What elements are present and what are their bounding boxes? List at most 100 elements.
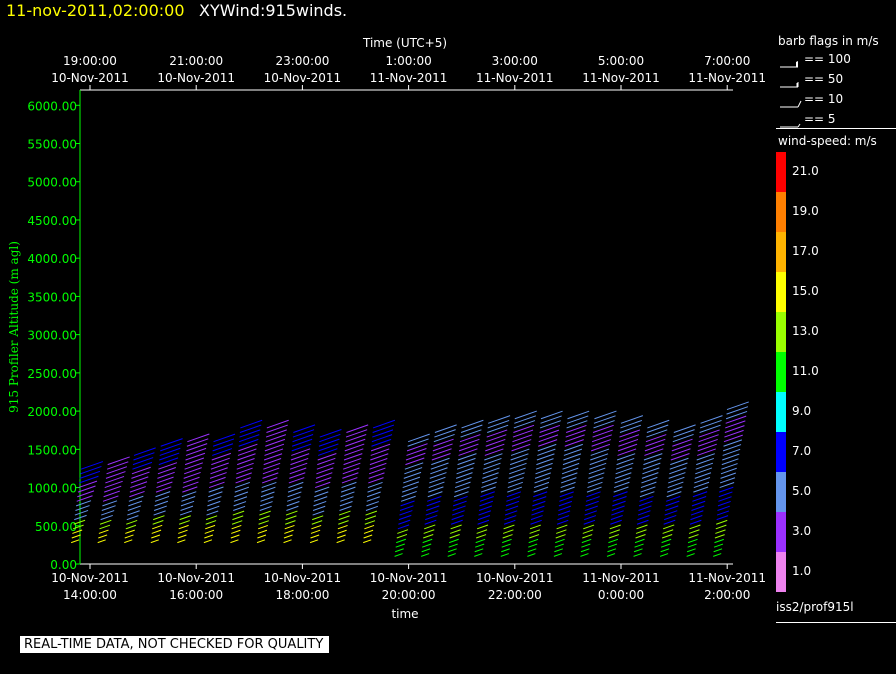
wind-barb — [369, 458, 388, 466]
barb-legend-row: == 5 — [776, 112, 894, 130]
wind-barb — [609, 529, 620, 534]
wind-barb — [237, 448, 257, 456]
wind-barb — [372, 429, 394, 438]
wind-barb — [560, 477, 577, 484]
top-tick-time-label: 3:00:00 — [492, 54, 538, 68]
wind-barb — [207, 496, 222, 502]
wind-barb — [232, 515, 244, 521]
wind-barb — [692, 491, 708, 498]
wind-barb — [131, 466, 151, 475]
wind-barb — [530, 519, 542, 525]
wind-barb — [511, 443, 531, 452]
wind-barb — [476, 534, 487, 539]
wind-barb — [448, 543, 458, 548]
wind-barb — [160, 442, 182, 452]
wind-barb — [293, 424, 316, 433]
speed-scale-label: 11.0 — [792, 364, 819, 378]
wind-barb — [527, 553, 536, 557]
wind-barb — [529, 534, 540, 539]
speed-color-swatch — [776, 272, 786, 312]
wind-barb — [456, 467, 474, 475]
wind-barb — [714, 538, 724, 544]
wind-barb — [557, 510, 571, 516]
wind-barb — [559, 496, 573, 502]
wind-barb — [644, 448, 664, 456]
wind-barb — [286, 501, 300, 507]
wind-barb — [423, 534, 434, 539]
wind-barb — [481, 477, 498, 484]
wind-barb — [80, 465, 102, 475]
wind-barb — [479, 496, 494, 502]
wind-barb — [507, 486, 523, 493]
wind-barb — [72, 529, 83, 534]
wind-barb — [346, 424, 369, 433]
wind-barb — [554, 548, 563, 553]
wind-barb — [206, 510, 219, 516]
wind-barb — [719, 477, 736, 484]
wind-barb — [643, 453, 663, 461]
wind-barb — [182, 486, 198, 493]
wind-barb — [591, 434, 612, 443]
wind-barb — [533, 491, 548, 498]
wind-barb — [154, 500, 169, 507]
wind-barb — [128, 495, 144, 502]
wind-barb — [588, 472, 605, 479]
wind-barb — [725, 410, 748, 420]
wind-barb — [313, 496, 328, 502]
wind-barb — [537, 448, 556, 456]
wind-barb — [126, 519, 138, 525]
wind-barb — [722, 448, 741, 456]
wind-barb — [534, 472, 551, 479]
wind-barb — [580, 553, 589, 557]
wind-barb — [666, 491, 682, 498]
wind-barb — [589, 458, 608, 466]
wind-barb — [259, 505, 272, 511]
barb-full-10-icon — [780, 100, 802, 108]
wind-barb — [453, 491, 469, 498]
wind-barb — [406, 447, 427, 456]
wind-barb — [566, 415, 589, 424]
wind-barb — [289, 462, 308, 470]
x-tick-time-label: 22:00:00 — [488, 588, 542, 602]
wind-barb — [152, 524, 163, 530]
wind-barb — [715, 524, 727, 530]
wind-barb — [233, 505, 246, 511]
wind-barb — [235, 481, 250, 489]
wind-barb — [261, 477, 278, 484]
wind-barb — [636, 524, 648, 530]
y-tick-label: 6000.00 — [27, 99, 77, 113]
wind-barb — [233, 501, 247, 507]
wind-barb — [314, 486, 330, 493]
wind-barb — [397, 524, 410, 530]
wind-barb — [720, 472, 737, 479]
wind-barb — [284, 524, 295, 530]
wind-barb — [504, 510, 518, 516]
wind-barb — [555, 538, 565, 544]
wind-barb — [154, 495, 170, 502]
x-tick-date-label: 10-Nov-2011 — [476, 571, 554, 585]
wind-barb — [482, 472, 499, 479]
wind-barb — [211, 452, 231, 461]
wind-barb — [370, 453, 389, 461]
wind-barb — [258, 520, 269, 525]
wind-barb — [563, 453, 582, 461]
wind-barb — [486, 429, 508, 438]
wind-barb — [637, 510, 651, 516]
wind-barb — [403, 471, 422, 479]
wind-barb — [693, 486, 709, 493]
x-tick-date-label: 10-Nov-2011 — [157, 571, 235, 585]
wind-barb — [663, 519, 676, 525]
wind-barb — [236, 458, 255, 466]
wind-barb — [590, 453, 609, 461]
wind-barb — [514, 410, 537, 420]
wind-barb — [263, 453, 283, 461]
wind-barb — [690, 510, 704, 516]
wind-barb — [502, 534, 513, 539]
wind-barb — [404, 462, 424, 470]
wind-barb — [157, 471, 175, 479]
wind-barb — [511, 439, 532, 447]
wind-barb — [181, 496, 196, 502]
wind-barb — [664, 510, 678, 516]
wind-barb — [565, 429, 586, 438]
wind-barb — [717, 505, 730, 511]
